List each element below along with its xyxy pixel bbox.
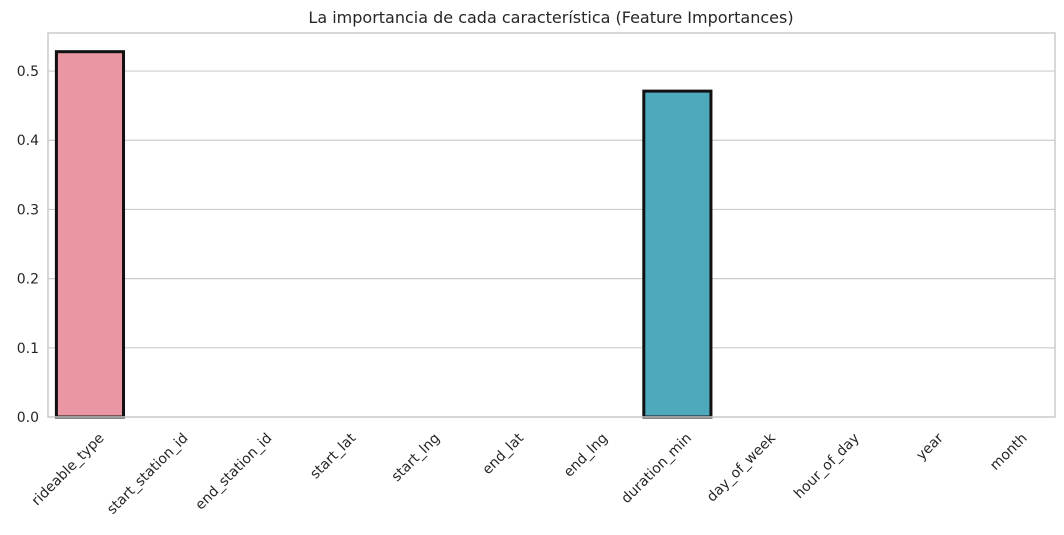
x-tick-label: day_of_week — [704, 430, 780, 506]
bar-rideable-type — [54, 50, 126, 419]
x-tick-label: end_lat — [480, 430, 528, 478]
y-tick-label: 0.1 — [17, 341, 39, 357]
y-tick-label: 0.4 — [17, 133, 39, 149]
x-tick-label: hour_of_day — [791, 430, 863, 502]
x-tick-label: start_lng — [389, 430, 444, 485]
x-tick-label: end_station_id — [192, 430, 275, 513]
x-tick-label: end_lng — [561, 430, 611, 480]
y-axis-ticks: 0.0 0.1 0.2 0.3 0.4 0.5 — [17, 64, 39, 426]
bar-duration-min — [642, 89, 713, 419]
x-tick-label: start_lat — [307, 430, 359, 482]
bars — [54, 50, 713, 419]
grid-lines — [48, 70, 1055, 418]
x-tick-label: rideable_type — [29, 430, 108, 509]
y-tick-label: 0.5 — [17, 64, 39, 80]
x-tick-label: duration_min — [618, 430, 695, 507]
y-tick-label: 0.3 — [17, 202, 39, 218]
plot-frame — [47, 32, 1056, 418]
chart-title: La importancia de cada característica (F… — [308, 8, 793, 27]
x-tick-label: start_station_id — [104, 430, 191, 517]
x-tick-label: year — [913, 430, 947, 464]
x-tick-label: month — [987, 430, 1030, 473]
y-tick-label: 0.0 — [17, 410, 39, 426]
y-tick-label: 0.2 — [17, 272, 39, 288]
